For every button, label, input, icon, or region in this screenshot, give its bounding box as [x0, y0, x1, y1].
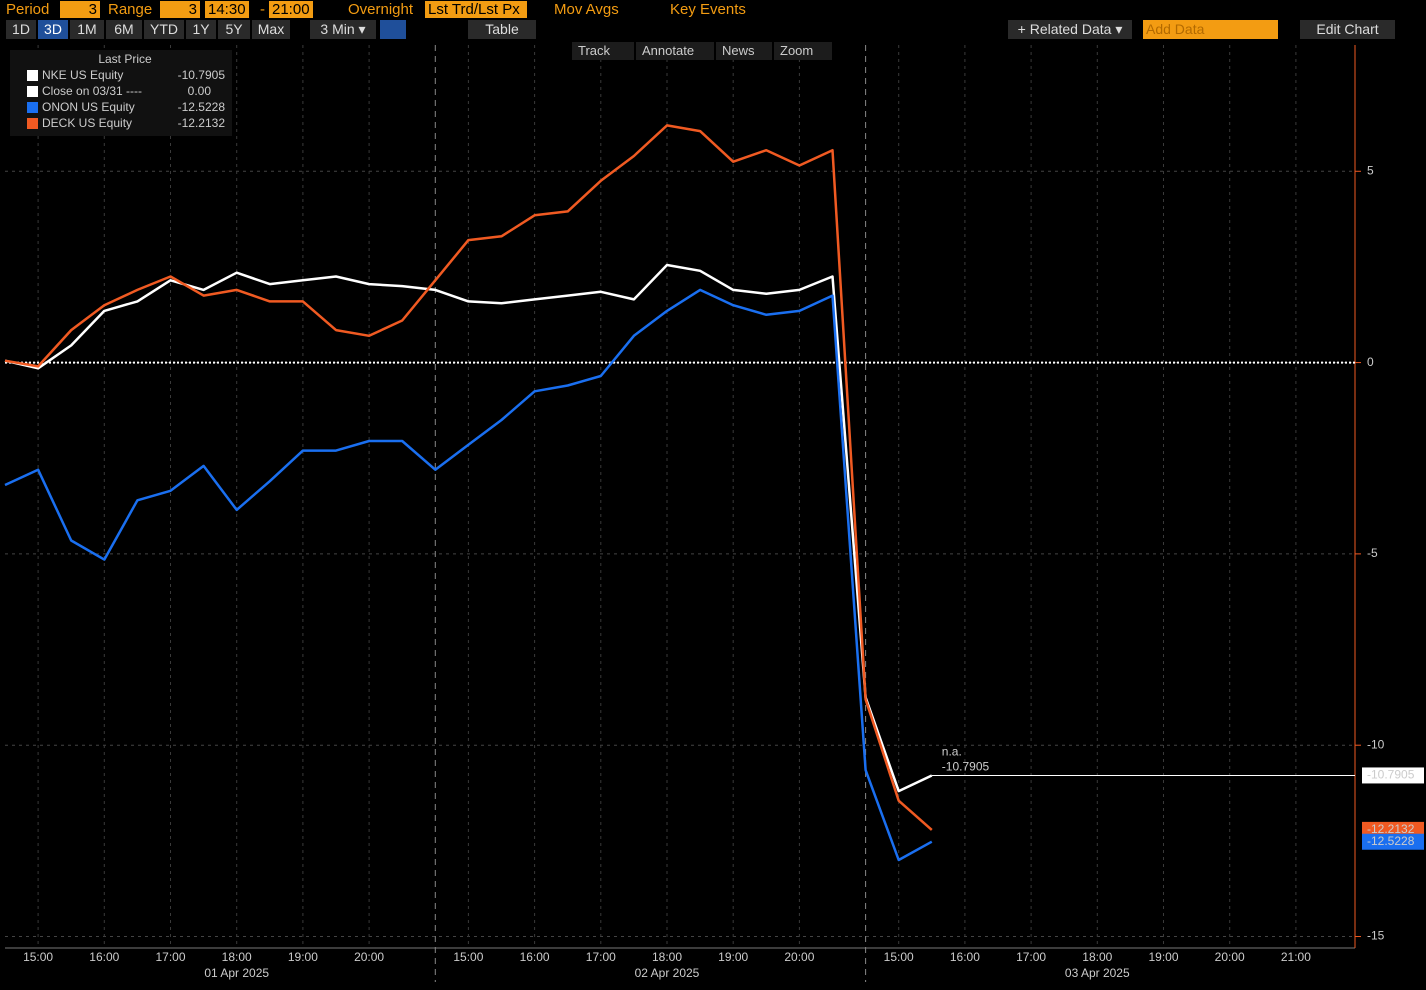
range-input[interactable]: 3	[160, 1, 200, 18]
range-button[interactable]: 3D	[38, 20, 68, 39]
last-price-annotation: -10.7905	[942, 760, 990, 774]
x-tick-label: 19:00	[718, 950, 748, 964]
legend-swatch	[27, 70, 38, 81]
legend-value: -12.5228	[178, 100, 226, 114]
price-tag-label: -12.5228	[1367, 834, 1415, 848]
range-label: Range	[108, 1, 153, 18]
x-tick-label: 16:00	[89, 950, 119, 964]
series-line	[4, 263, 933, 793]
interval[interactable]: 3 Min ▾	[310, 20, 376, 39]
x-tick-label: 15:00	[453, 950, 483, 964]
x-tick-label: 19:00	[1148, 950, 1178, 964]
legend-swatch	[27, 102, 38, 113]
end-time[interactable]: 21:00	[269, 1, 313, 18]
x-tick-label: 20:00	[1215, 950, 1245, 964]
range-button[interactable]: 1M	[70, 20, 104, 39]
day-label: 03 Apr 2025	[1065, 966, 1130, 980]
range-button[interactable]: YTD	[144, 20, 184, 39]
price-mode[interactable]: Lst Trd/Lst Px	[425, 1, 527, 18]
legend-value: -10.7905	[178, 68, 226, 82]
legend-swatch	[27, 118, 38, 129]
y-tick-label: 0	[1367, 355, 1374, 369]
x-tick-label: 18:00	[652, 950, 682, 964]
edit-chart[interactable]: Edit Chart	[1300, 20, 1395, 39]
y-tick-label: -10	[1367, 737, 1385, 751]
tool-button[interactable]: Annotate	[636, 42, 714, 60]
x-tick-label: 17:00	[586, 950, 616, 964]
tool-button[interactable]: Zoom	[774, 42, 832, 60]
price-tag	[1362, 833, 1424, 850]
day-label: 01 Apr 2025	[204, 966, 269, 980]
x-tick-label: 15:00	[23, 950, 53, 964]
price-tag	[1362, 767, 1424, 784]
x-tick-label: 15:00	[884, 950, 914, 964]
y-tick-label: -15	[1367, 929, 1385, 943]
range-button[interactable]: Max	[252, 20, 290, 39]
tool-button[interactable]: Track	[572, 42, 634, 60]
period-label: Period	[6, 1, 50, 18]
table-btn[interactable]: Table	[468, 20, 536, 39]
legend-box	[10, 50, 232, 136]
x-tick-label: 17:00	[155, 950, 185, 964]
legend-value: 0.00	[188, 84, 212, 98]
period-input[interactable]: 3	[60, 1, 100, 18]
line-chart-btn[interactable]	[380, 20, 406, 39]
legend-value: -12.2132	[178, 116, 226, 130]
legend-label: DECK US Equity	[42, 116, 132, 130]
overnight[interactable]: Overnight	[348, 1, 414, 18]
price-tag-label: -12.2132	[1367, 822, 1415, 836]
x-tick-label: 21:00	[1281, 950, 1311, 964]
y-tick-label: 5	[1367, 163, 1374, 177]
start-time[interactable]: 14:30	[205, 1, 249, 18]
x-tick-label: 18:00	[1082, 950, 1112, 964]
x-tick-label: 17:00	[1016, 950, 1046, 964]
series-line	[4, 288, 933, 862]
y-tick-label: -5	[1367, 546, 1378, 560]
related-data[interactable]: + Related Data ▾	[1008, 20, 1132, 39]
x-tick-label: 19:00	[288, 950, 318, 964]
dash: -	[260, 1, 265, 18]
annotation: n.a.	[942, 745, 962, 759]
series-line	[4, 124, 933, 831]
legend-title: Last Price	[98, 52, 152, 66]
range-button[interactable]: 6M	[106, 20, 142, 39]
tool-button[interactable]: News	[716, 42, 772, 60]
add-data[interactable]: Add Data	[1143, 20, 1278, 39]
x-tick-label: 20:00	[354, 950, 384, 964]
range-button[interactable]: 5Y	[218, 20, 250, 39]
mov-avgs[interactable]: Mov Avgs	[554, 1, 619, 18]
x-tick-label: 20:00	[784, 950, 814, 964]
legend-label: Close on 03/31 ----	[42, 84, 142, 98]
legend-label: ONON US Equity	[42, 100, 135, 114]
range-button[interactable]: 1Y	[186, 20, 216, 39]
day-label: 02 Apr 2025	[635, 966, 700, 980]
x-tick-label: 16:00	[520, 950, 550, 964]
x-tick-label: 16:00	[950, 950, 980, 964]
x-tick-label: 18:00	[222, 950, 252, 964]
legend-swatch	[27, 86, 38, 97]
price-tag-label: -10.7905	[1367, 768, 1415, 782]
range-button[interactable]: 1D	[6, 20, 36, 39]
key-events[interactable]: Key Events	[670, 1, 746, 18]
legend-label: NKE US Equity	[42, 68, 123, 82]
